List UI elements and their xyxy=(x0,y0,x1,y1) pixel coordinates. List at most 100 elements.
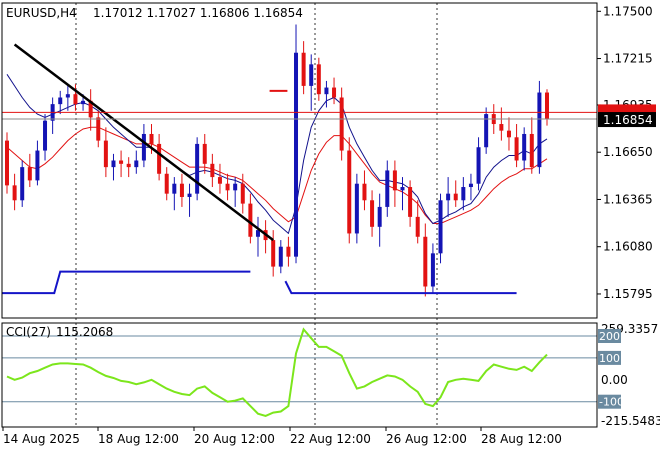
time-axis: 14 Aug 2025 18 Aug 12:00 20 Aug 12:00 22 Au… xyxy=(2,427,562,446)
candle-body xyxy=(58,97,63,105)
candle-body xyxy=(88,100,93,118)
ema-slow-line xyxy=(6,126,548,224)
ema-fast-line xyxy=(6,74,548,235)
price-tick-label: 1.15795 xyxy=(603,287,653,301)
cci-name: CCI(27) xyxy=(6,325,51,339)
candle-body xyxy=(164,173,169,194)
chart-frame xyxy=(1,2,598,428)
indicator-lines xyxy=(6,74,548,235)
candle-body xyxy=(499,124,504,131)
candle-body xyxy=(370,200,375,227)
candle-body xyxy=(347,150,352,234)
candle-body xyxy=(20,167,25,201)
candle-body xyxy=(522,133,527,161)
candle-body xyxy=(301,52,306,86)
candle-body xyxy=(27,167,32,181)
cci-series xyxy=(6,327,548,417)
candle-body xyxy=(468,183,473,188)
candle-body xyxy=(248,203,253,237)
candle-body xyxy=(316,64,321,95)
candle-body xyxy=(172,183,177,194)
trendline xyxy=(13,43,274,242)
candle-body xyxy=(514,137,519,161)
time-tick-label: 26 Aug 12:00 xyxy=(386,432,467,446)
candle-body xyxy=(187,193,192,197)
cci-panel-frame xyxy=(1,322,598,428)
candle-body xyxy=(392,170,397,191)
symbol-label: EURUSD,H4 xyxy=(6,6,77,20)
candle-body xyxy=(210,163,215,178)
current-price-label: 1.16854 xyxy=(603,113,653,127)
ohlc-header: 1.17012 1.17027 1.16806 1.16854 xyxy=(93,6,303,20)
candle-body xyxy=(506,130,511,138)
candle-body xyxy=(408,187,413,217)
candle-body xyxy=(294,52,299,257)
cci-tick-label: 200 xyxy=(599,330,620,343)
candle-body xyxy=(430,253,435,287)
candle-body xyxy=(202,143,207,164)
candle-body xyxy=(484,114,489,148)
candle-body xyxy=(43,120,48,151)
candle-body xyxy=(339,97,344,151)
candle-body xyxy=(96,117,101,141)
time-tick-label: 20 Aug 12:00 xyxy=(194,432,275,446)
price-panel-frame xyxy=(1,2,598,319)
cci-tick-label: 0.00 xyxy=(601,373,628,387)
candle-body xyxy=(73,94,78,105)
candle-body xyxy=(111,160,116,168)
price-tick-label: 1.16650 xyxy=(603,145,653,159)
candle-body xyxy=(65,94,70,98)
candle-body xyxy=(385,170,390,207)
support-line xyxy=(2,270,251,295)
candle-body xyxy=(529,133,534,168)
candle-body xyxy=(461,187,466,201)
candle-body xyxy=(545,92,549,120)
price-axis: 1.175001.172151.169351.166501.163651.160… xyxy=(597,4,656,301)
candle-body xyxy=(255,230,260,237)
grid-lines xyxy=(2,3,597,427)
cci-level-tag xyxy=(598,394,621,409)
candle-body xyxy=(12,185,17,201)
candle-body xyxy=(35,150,40,181)
candle-body xyxy=(286,246,291,257)
candle-body xyxy=(476,147,481,184)
candle-body xyxy=(377,206,382,227)
candle-body xyxy=(415,216,420,237)
price-tick-label: 1.17215 xyxy=(603,52,653,66)
candlestick-series xyxy=(5,24,549,297)
cci-level-tag xyxy=(598,350,621,365)
candle-body xyxy=(362,183,367,201)
overlay-lines xyxy=(2,43,597,295)
price-tick-label: 1.16080 xyxy=(603,240,653,254)
candle-body xyxy=(81,100,86,105)
candle-body xyxy=(126,163,131,168)
candle-body xyxy=(446,193,451,201)
price-tick-label: 1.16365 xyxy=(603,192,653,206)
cci-level-tag xyxy=(598,328,621,343)
candle-body xyxy=(179,183,184,197)
price-tick-label: 1.17500 xyxy=(603,4,653,18)
candle-body xyxy=(537,92,542,168)
time-tick-label: 28 Aug 12:00 xyxy=(481,432,562,446)
candle-body xyxy=(400,187,405,191)
candle-body xyxy=(233,183,238,191)
candle-body xyxy=(309,64,314,86)
cci-tick-label: -100 xyxy=(599,396,624,409)
candle-body xyxy=(225,183,230,191)
candle-body xyxy=(354,183,359,234)
candle-body xyxy=(453,193,458,201)
support-line xyxy=(284,280,517,295)
candle-body xyxy=(119,160,124,164)
cci-tick-label: -215.5483 xyxy=(601,414,660,428)
candle-body xyxy=(324,87,329,95)
time-tick-label: 18 Aug 12:00 xyxy=(98,432,179,446)
cci-line xyxy=(6,327,548,417)
time-tick-label: 14 Aug 2025 xyxy=(3,432,80,446)
candle-body xyxy=(157,143,162,174)
candle-body xyxy=(141,133,146,161)
time-tick-label: 22 Aug 12:00 xyxy=(290,432,371,446)
current-price-box xyxy=(598,112,656,128)
cci-value: 115.2068 xyxy=(56,325,113,339)
